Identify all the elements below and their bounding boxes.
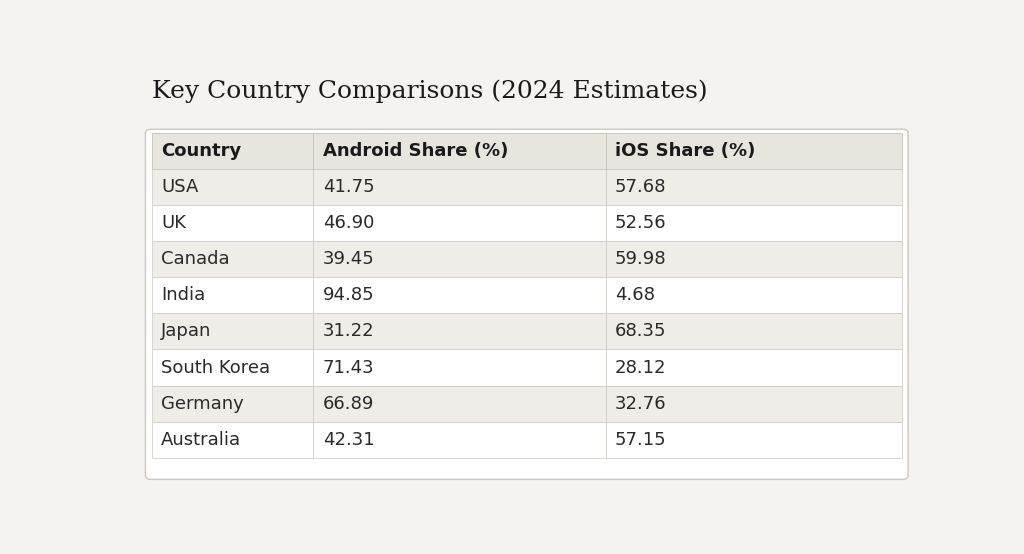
Bar — [313, 422, 605, 458]
Text: Australia: Australia — [162, 431, 242, 449]
Text: 31.22: 31.22 — [323, 322, 374, 340]
Bar — [605, 277, 902, 314]
Bar — [313, 386, 605, 422]
Bar — [152, 205, 313, 241]
Bar — [152, 350, 313, 386]
FancyBboxPatch shape — [145, 129, 908, 479]
Bar — [152, 132, 313, 169]
Text: USA: USA — [162, 178, 199, 196]
Text: 94.85: 94.85 — [323, 286, 374, 304]
Bar — [605, 241, 902, 277]
Text: 28.12: 28.12 — [615, 358, 667, 377]
Text: 66.89: 66.89 — [323, 394, 374, 413]
Bar — [313, 314, 605, 350]
Text: 57.15: 57.15 — [615, 431, 667, 449]
Text: iOS Share (%): iOS Share (%) — [615, 142, 756, 160]
Text: 42.31: 42.31 — [323, 431, 374, 449]
Bar — [152, 241, 313, 277]
Text: 52.56: 52.56 — [615, 214, 667, 232]
Bar — [152, 386, 313, 422]
Text: Germany: Germany — [162, 394, 244, 413]
Bar — [313, 241, 605, 277]
Text: Country: Country — [162, 142, 242, 160]
Text: 46.90: 46.90 — [323, 214, 374, 232]
Bar — [605, 350, 902, 386]
Text: 71.43: 71.43 — [323, 358, 374, 377]
Text: 59.98: 59.98 — [615, 250, 667, 268]
Text: 32.76: 32.76 — [615, 394, 667, 413]
Text: Japan: Japan — [162, 322, 212, 340]
Text: 4.68: 4.68 — [615, 286, 655, 304]
Bar — [605, 314, 902, 350]
Text: India: India — [162, 286, 206, 304]
Bar — [313, 132, 605, 169]
Bar — [152, 277, 313, 314]
Text: 39.45: 39.45 — [323, 250, 375, 268]
Bar — [605, 386, 902, 422]
Bar — [605, 169, 902, 205]
Bar — [313, 169, 605, 205]
Text: UK: UK — [162, 214, 186, 232]
Bar — [605, 422, 902, 458]
Text: 68.35: 68.35 — [615, 322, 667, 340]
Bar — [605, 132, 902, 169]
Bar — [313, 277, 605, 314]
Bar — [152, 169, 313, 205]
Text: Canada: Canada — [162, 250, 230, 268]
Bar — [152, 314, 313, 350]
Text: 57.68: 57.68 — [615, 178, 667, 196]
Text: Key Country Comparisons (2024 Estimates): Key Country Comparisons (2024 Estimates) — [152, 79, 708, 103]
Text: Android Share (%): Android Share (%) — [323, 142, 508, 160]
Text: 41.75: 41.75 — [323, 178, 374, 196]
Bar — [313, 205, 605, 241]
Text: South Korea: South Korea — [162, 358, 270, 377]
Bar — [313, 350, 605, 386]
Bar — [152, 422, 313, 458]
Bar — [605, 205, 902, 241]
